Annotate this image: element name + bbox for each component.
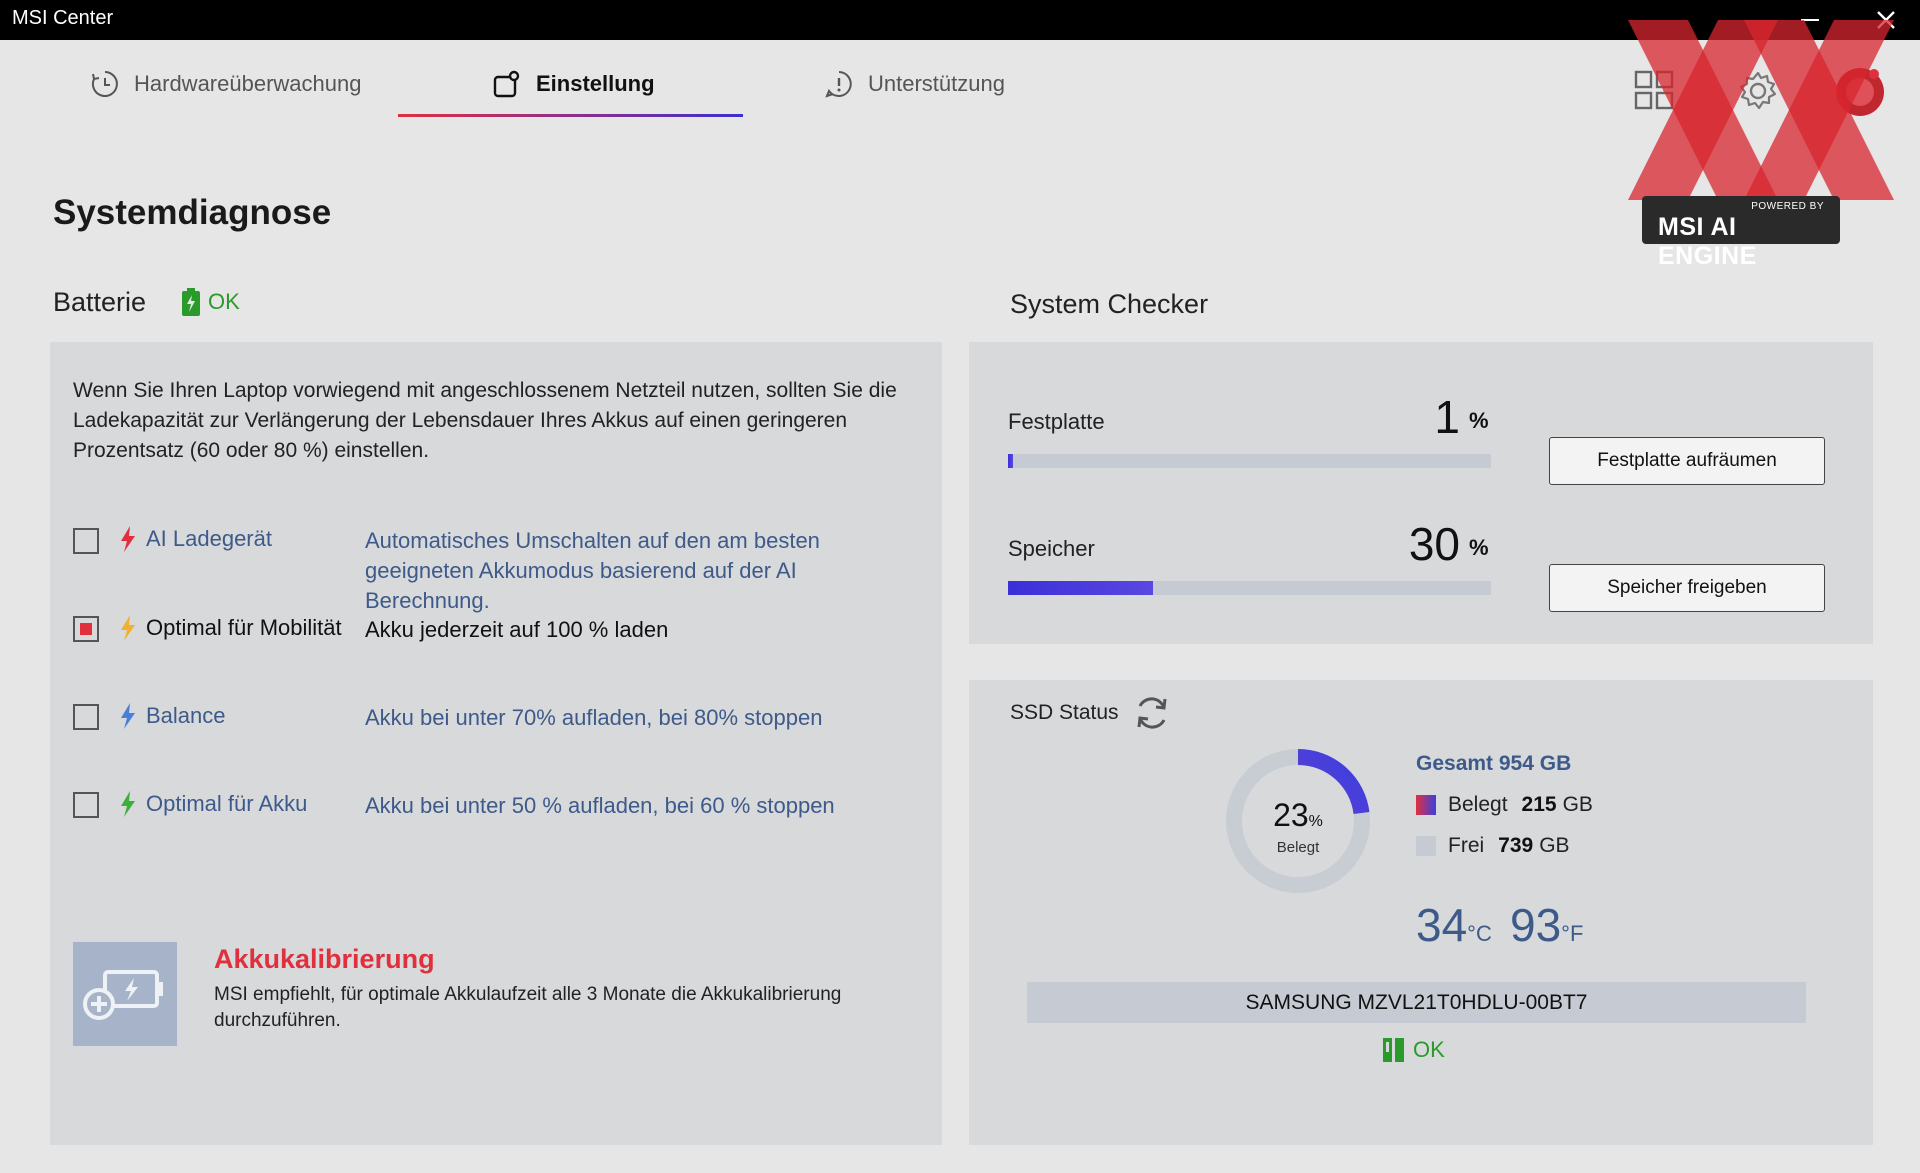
memory-value: 30 [1408, 518, 1460, 570]
free-memory-button[interactable]: Speicher freigeben [1549, 564, 1825, 612]
mobility-description: Akku jederzeit auf 100 % laden [365, 617, 669, 642]
mobility-option[interactable]: Optimal für Mobilität [118, 614, 342, 642]
balance-option[interactable]: Balance [118, 702, 226, 730]
ssd-usage-donut [1226, 749, 1370, 893]
ssd-ok-text: OK [1413, 1037, 1445, 1062]
used-label: Belegt [1448, 793, 1508, 816]
calibration-text: MSI empfiehlt, für optimale Akkulaufzeit… [214, 984, 842, 1031]
ssd-free-legend: Frei 739 GB [1416, 834, 1570, 858]
memory-label: Speicher [1008, 536, 1095, 561]
active-tab-indicator [398, 114, 743, 117]
free-unit: GB [1539, 834, 1570, 857]
minimize-button[interactable] [1780, 0, 1840, 40]
ssd-used-percent: 23% [1225, 797, 1371, 834]
tab-hardware-monitoring[interactable]: Hardwareüberwachung [90, 62, 361, 106]
free-swatch [1416, 836, 1436, 856]
temp-c-unit: °C [1467, 921, 1492, 946]
tab-label: Unterstützung [868, 71, 1005, 96]
ai-charger-checkbox[interactable] [73, 528, 99, 554]
tab-support[interactable]: Unterstützung [824, 62, 1005, 106]
disk-label: Festplatte [1008, 409, 1105, 434]
tab-settings[interactable]: Einstellung [492, 62, 655, 106]
battery-intro-text: Wenn Sie Ihren Laptop vorwiegend mit ang… [73, 379, 897, 462]
battery-optimal-option[interactable]: Optimal für Akku [118, 790, 307, 818]
temp-f-unit: °F [1561, 921, 1584, 946]
alert-bubble-icon [825, 71, 852, 98]
battery-ok-icon [182, 288, 200, 316]
used-unit: GB [1562, 793, 1593, 816]
option-label: Optimal für Akku [146, 791, 308, 816]
battery-calibration-icon [83, 970, 163, 1020]
title-bar: MSI Center [0, 0, 1920, 40]
option-label: AI Ladegerät [146, 526, 272, 551]
system-checker-title: System Checker [1010, 289, 1209, 319]
memory-usage-bar [1008, 581, 1491, 595]
bolt-icon [121, 615, 135, 641]
battery-panel [50, 342, 942, 1145]
free-value: 739 [1498, 834, 1534, 857]
ssd-used-percent-value: 23 [1273, 797, 1309, 833]
msi-ai-engine-badge: POWERED BY MSI AI ENGINE [1642, 196, 1840, 270]
ai-charger-description: Automatisches Umschalten auf den am best… [365, 528, 820, 613]
used-value: 215 [1521, 793, 1557, 816]
battery-optimal-description: Akku bei unter 50 % aufladen, bei 60 % s… [365, 793, 835, 818]
ssd-status-header: SSD Status [1010, 694, 1171, 732]
ssd-status-title: SSD Status [1010, 701, 1119, 724]
used-swatch [1416, 795, 1436, 815]
free-label: Frei [1448, 834, 1485, 857]
calibration-title[interactable]: Akkukalibrierung [214, 944, 435, 974]
ssd-used-caption: Belegt [1276, 839, 1320, 856]
ssd-temp-celsius: 34°C [1416, 898, 1492, 952]
xx-watermark-logo [1628, 20, 1894, 200]
ssd-used-percent-unit: % [1308, 813, 1323, 830]
tab-label: Hardwareüberwachung [134, 71, 362, 96]
settings-tab-icon [493, 70, 520, 98]
clock-icon [91, 71, 118, 97]
minimize-icon [1801, 19, 1819, 21]
donut-used-arc [1226, 749, 1370, 893]
ssd-status-panel [969, 680, 1873, 1145]
disk-usage-fill [1008, 454, 1013, 468]
bolt-icon [121, 526, 135, 552]
ssd-model: SAMSUNG MZVL21T0HDLU-00BT7 [1027, 982, 1806, 1023]
disk-unit: % [1469, 408, 1489, 433]
battery-title: Batterie [53, 287, 147, 317]
battery-status-text: OK [208, 289, 240, 314]
bolt-icon [121, 703, 135, 729]
page-title: Systemdiagnose [53, 193, 332, 232]
powered-by-text: POWERED BY [1751, 201, 1824, 212]
engine-text: MSI AI ENGINE [1658, 213, 1757, 270]
ssd-used-legend: Belegt 215 GB [1416, 793, 1593, 817]
ssd-temp-fahrenheit: 93°F [1510, 898, 1583, 952]
clean-disk-button[interactable]: Festplatte aufräumen [1549, 437, 1825, 485]
option-label: Balance [146, 703, 226, 728]
calibration-icon-tile[interactable] [73, 942, 177, 1046]
tab-label: Einstellung [536, 71, 655, 96]
memory-usage-fill [1008, 581, 1153, 595]
memory-unit: % [1469, 535, 1489, 560]
balance-checkbox[interactable] [73, 704, 99, 730]
ssd-ok-icon [1383, 1038, 1404, 1062]
ai-charger-option[interactable]: AI Ladegerät [118, 525, 272, 553]
battery-optimal-checkbox[interactable] [73, 792, 99, 818]
disk-usage-bar [1008, 454, 1491, 468]
disk-value: 1 [1434, 391, 1460, 443]
temp-c-value: 34 [1416, 899, 1468, 951]
balance-description: Akku bei unter 70% aufladen, bei 80% sto… [365, 705, 823, 730]
battery-status: OK [182, 288, 240, 316]
ssd-health-status: OK [1383, 1037, 1445, 1063]
bolt-icon [121, 791, 135, 817]
refresh-icon[interactable] [1133, 694, 1171, 732]
option-label: Optimal für Mobilität [146, 615, 342, 640]
temp-f-value: 93 [1510, 899, 1562, 951]
mobility-checkbox[interactable] [73, 616, 99, 642]
window-title: MSI Center [12, 7, 114, 29]
ssd-total: Gesamt 954 GB [1416, 752, 1572, 775]
